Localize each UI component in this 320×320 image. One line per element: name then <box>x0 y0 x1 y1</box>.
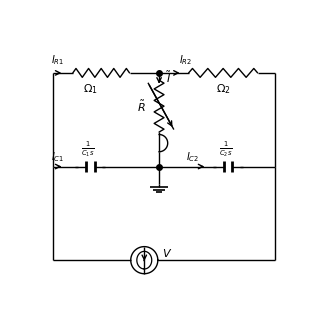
Text: $\frac{1}{C_1 s}$: $\frac{1}{C_1 s}$ <box>81 140 94 159</box>
Text: $I_{C1}$: $I_{C1}$ <box>51 150 64 164</box>
Text: $\tilde{R}$: $\tilde{R}$ <box>137 99 146 114</box>
Text: $V$: $V$ <box>162 247 172 259</box>
Text: $I_{R2}$: $I_{R2}$ <box>179 54 192 68</box>
Text: $\Omega_1$: $\Omega_1$ <box>83 82 98 96</box>
Text: $I_{C2}$: $I_{C2}$ <box>186 150 199 164</box>
Text: $\frac{1}{C_2 s}$: $\frac{1}{C_2 s}$ <box>219 140 232 159</box>
Text: $\Omega_2$: $\Omega_2$ <box>216 82 230 96</box>
Text: $I_{R1}$: $I_{R1}$ <box>51 54 64 68</box>
Text: $\tilde{I}$: $\tilde{I}$ <box>166 70 172 85</box>
